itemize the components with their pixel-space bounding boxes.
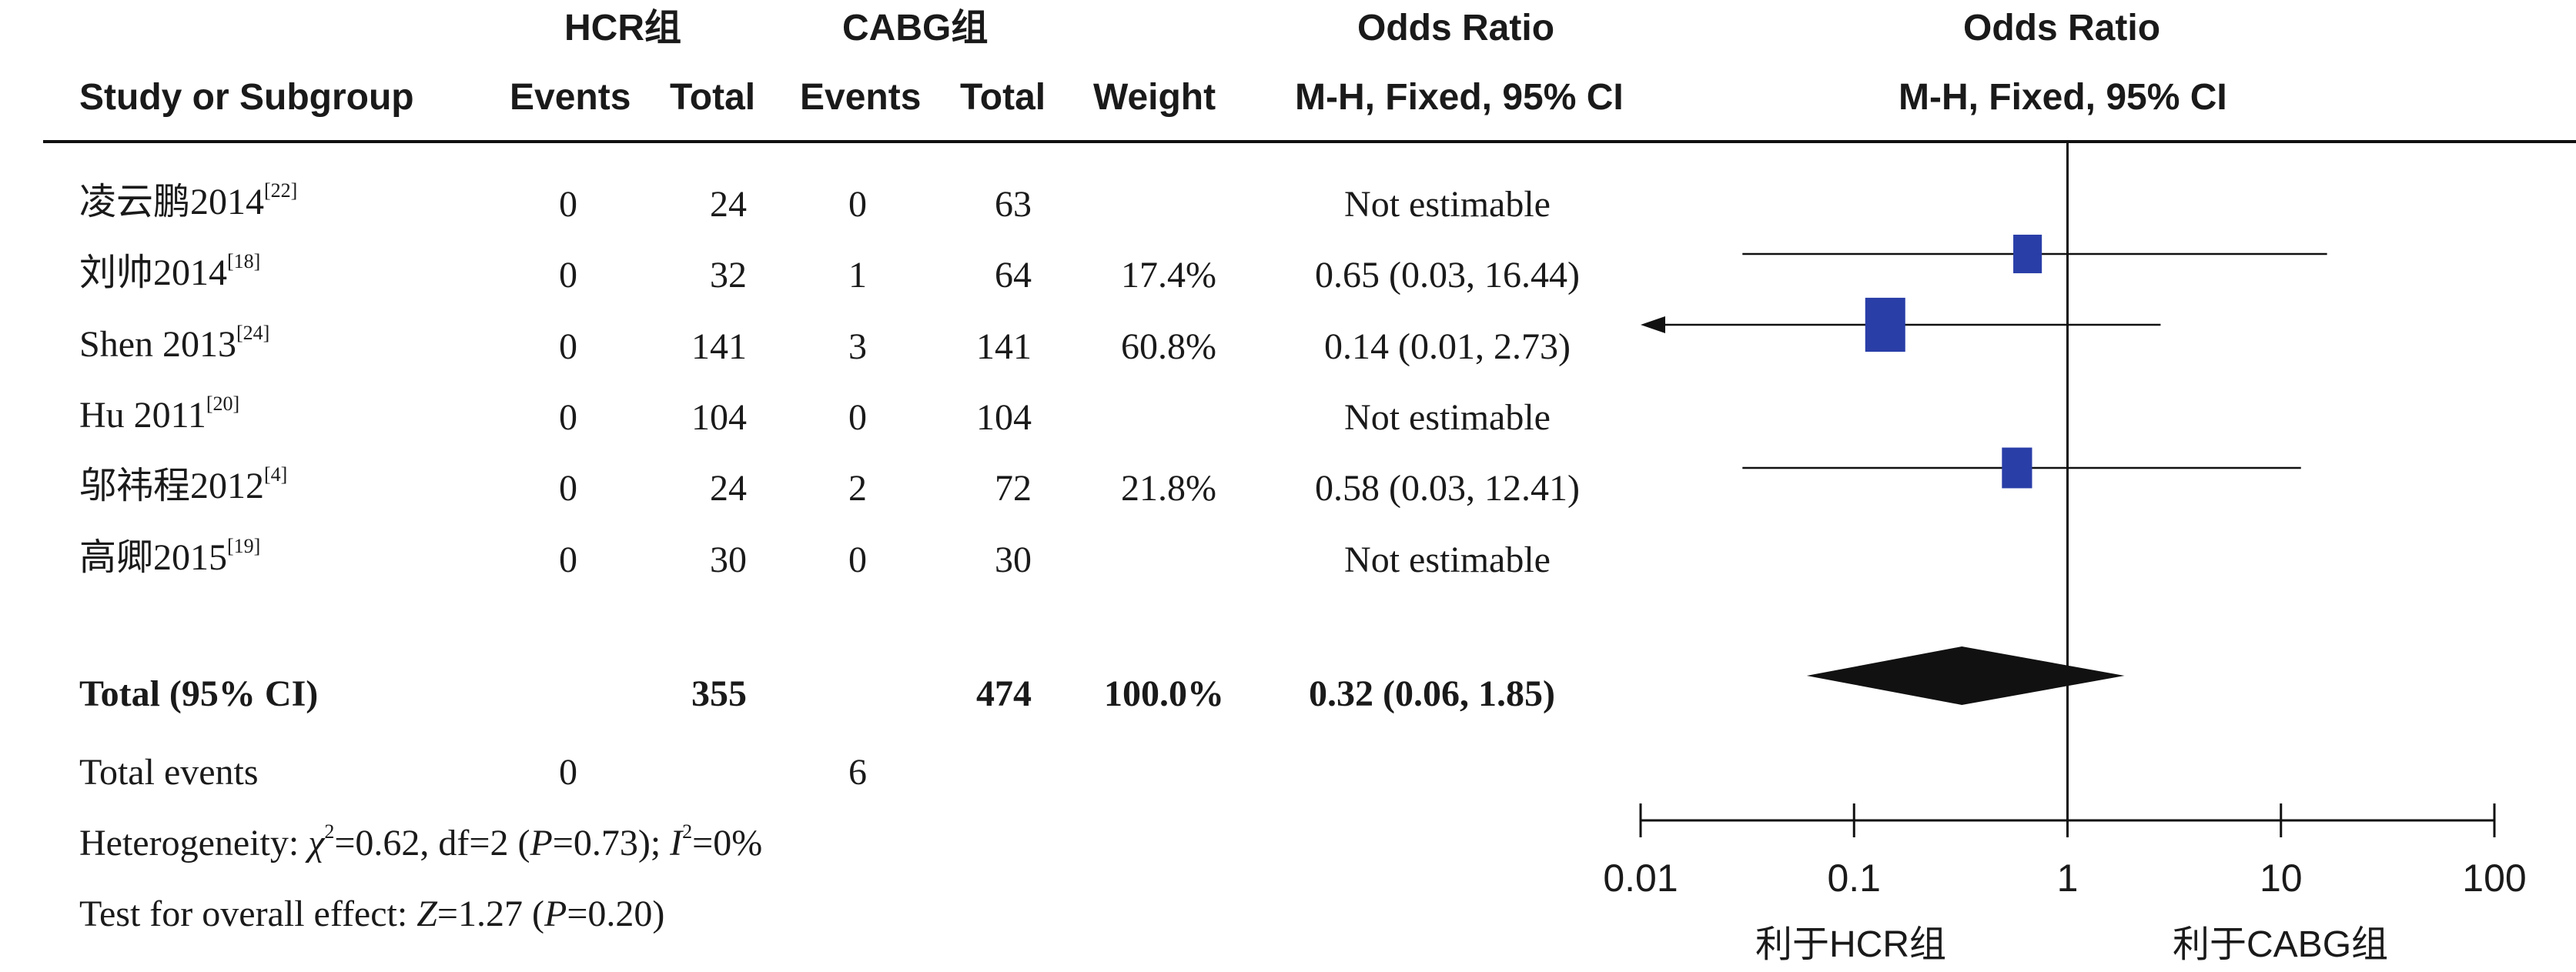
group1-header: HCR组 [564,8,681,48]
total1-sum: 355 [691,673,747,714]
events2-cell: 3 [848,326,867,367]
events1-cell: 0 [559,326,577,367]
ci-cell: Not estimable [1344,539,1551,580]
method-column-header-table: M-H, Fixed, 95% CI [1295,77,1624,118]
total2-column-header: Total [960,77,1046,118]
x-tick-label: 1 [2057,857,2079,900]
total1-cell: 32 [710,255,747,296]
study-square [2002,447,2032,489]
favours-cabg-label: 利于CABG组 [2173,924,2389,965]
method-column-header-plot: M-H, Fixed, 95% CI [1899,77,2227,118]
study-name: Hu 2011[20] [79,392,240,436]
study-column-header: Study or Subgroup [79,77,414,118]
total-events2: 6 [848,752,867,793]
total-events-label: Total events [79,752,259,793]
pooled-diamond [1806,646,2125,705]
study-name: 邬祎程2012[4] [79,463,288,506]
events1-cell: 0 [559,397,577,438]
weight-cell: 17.4% [1121,255,1216,296]
total1-cell: 104 [691,397,747,438]
events2-cell: 2 [848,468,867,509]
x-tick-label: 10 [2260,857,2303,900]
total1-column-header: Total [670,77,756,118]
total-events1: 0 [559,752,577,793]
study-square [2013,234,2042,274]
study-name: Shen 2013[24] [79,322,270,365]
total1-cell: 24 [710,184,747,225]
favours-hcr-label: 利于HCR组 [1755,924,1946,965]
events2-column-header: Events [800,77,922,118]
ci-arrow [1641,316,1665,333]
weight-cell: 21.8% [1121,468,1216,509]
total2-cell: 104 [976,397,1032,438]
events2-cell: 1 [848,255,867,296]
events2-cell: 0 [848,539,867,580]
x-tick-label: 100 [2462,857,2526,900]
ci-cell: Not estimable [1344,397,1551,438]
x-tick-label: 0.01 [1603,857,1678,900]
pooled-ci: 0.32 (0.06, 1.85) [1309,673,1555,714]
total2-sum: 474 [976,673,1032,714]
events2-cell: 0 [848,397,867,438]
total2-cell: 30 [995,539,1032,580]
total-label: Total (95% CI) [79,673,319,714]
total-weight: 100.0% [1104,673,1224,714]
total2-cell: 72 [995,468,1032,509]
heterogeneity-text: Heterogeneity: χ2=0.62, df=2 (P=0.73); I… [79,820,763,863]
total1-cell: 30 [710,539,747,580]
events1-cell: 0 [559,255,577,296]
total2-cell: 141 [976,326,1032,367]
total1-cell: 24 [710,468,747,509]
group2-header: CABG组 [842,8,989,48]
header-rule [43,140,2576,143]
x-tick-label: 0.1 [1827,857,1881,900]
events2-cell: 0 [848,184,867,225]
study-name: 凌云鹏2014[22] [79,179,298,222]
study-square [1865,297,1905,352]
study-name: 刘帅2014[18] [79,250,261,293]
overall-effect-text: Test for overall effect: Z=1.27 (P=0.20) [79,894,665,934]
total1-cell: 141 [691,326,747,367]
events1-cell: 0 [559,184,577,225]
ci-cell: Not estimable [1344,184,1551,225]
study-name: 高卿2015[19] [79,535,261,578]
weight-column-header: Weight [1093,77,1216,118]
total2-cell: 63 [995,184,1032,225]
ci-cell: 0.65 (0.03, 16.44) [1315,255,1580,296]
ci-cell: 0.58 (0.03, 12.41) [1315,468,1580,509]
total2-cell: 64 [995,255,1032,296]
events1-column-header: Events [510,77,631,118]
ci-cell: 0.14 (0.01, 2.73) [1324,326,1571,367]
odds-ratio-title-table: Odds Ratio [1357,8,1555,48]
events1-cell: 0 [559,468,577,509]
odds-ratio-title-plot: Odds Ratio [1963,8,2161,48]
weight-cell: 60.8% [1121,326,1216,367]
events1-cell: 0 [559,539,577,580]
